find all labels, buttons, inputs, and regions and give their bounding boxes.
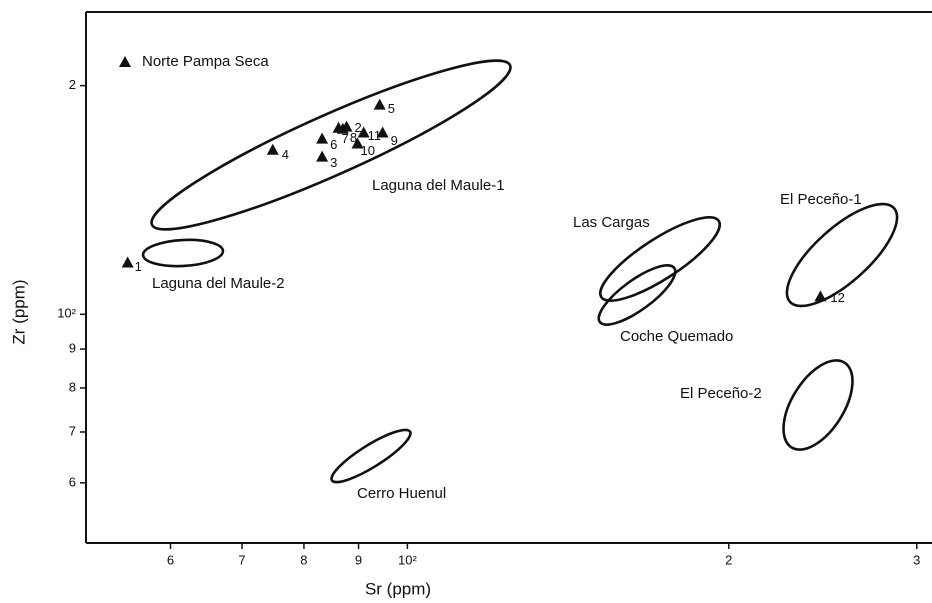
legend-marker: [119, 56, 131, 67]
point: [376, 126, 389, 138]
region-label: Laguna del Maule-1: [372, 177, 505, 194]
region: [150, 59, 512, 231]
point: [266, 143, 279, 155]
point-label: 11: [368, 128, 382, 143]
point-label: 5: [388, 101, 395, 116]
x-tick-label: 10²: [398, 552, 417, 567]
point: [351, 137, 364, 149]
region-label: Las Cargas: [573, 214, 650, 231]
y-axis-label: Zr (ppm): [9, 279, 28, 344]
point-label: 10: [361, 143, 375, 158]
y-tick-label: 6: [69, 474, 76, 489]
y-tick-label: 9: [69, 341, 76, 356]
point-label: 6: [330, 137, 337, 152]
region-label: El Peceño-2: [680, 385, 762, 402]
point: [814, 290, 827, 302]
region: [785, 202, 899, 308]
point: [316, 132, 329, 144]
point: [316, 150, 329, 162]
x-tick-label: 7: [238, 552, 245, 567]
point: [373, 98, 386, 110]
region: [330, 428, 412, 484]
x-axis-label: Sr (ppm): [365, 579, 431, 598]
x-tick-label: 3: [913, 552, 920, 567]
point-label: 12: [830, 290, 844, 305]
region-label: Laguna del Maule-2: [152, 275, 285, 292]
y-tick-label: 2: [69, 77, 76, 92]
region-label: Cerro Huenul: [357, 485, 446, 502]
region-label: Coche Quemado: [620, 328, 733, 345]
region: [782, 359, 854, 451]
region-label: El Peceño-1: [780, 191, 862, 208]
point-label: 1: [135, 259, 142, 274]
point: [121, 256, 134, 268]
point: [336, 122, 349, 134]
point-label: 7: [342, 131, 349, 146]
legend-label: Norte Pampa Seca: [142, 53, 269, 70]
region: [141, 238, 225, 268]
point-label: 4: [282, 147, 289, 162]
y-tick-label: 7: [69, 423, 76, 438]
y-tick-label: 10²: [57, 306, 76, 321]
region: [597, 264, 677, 326]
x-tick-label: 6: [167, 552, 174, 567]
x-tick-label: 2: [725, 552, 732, 567]
region: [598, 216, 722, 302]
point-label: 2: [355, 120, 362, 135]
x-tick-label: 9: [355, 552, 362, 567]
point-label: 3: [330, 155, 337, 170]
point: [357, 126, 370, 138]
point-label: 8: [350, 130, 357, 145]
point-label: 9: [391, 133, 398, 148]
x-tick-label: 8: [300, 552, 307, 567]
y-tick-label: 8: [69, 379, 76, 394]
